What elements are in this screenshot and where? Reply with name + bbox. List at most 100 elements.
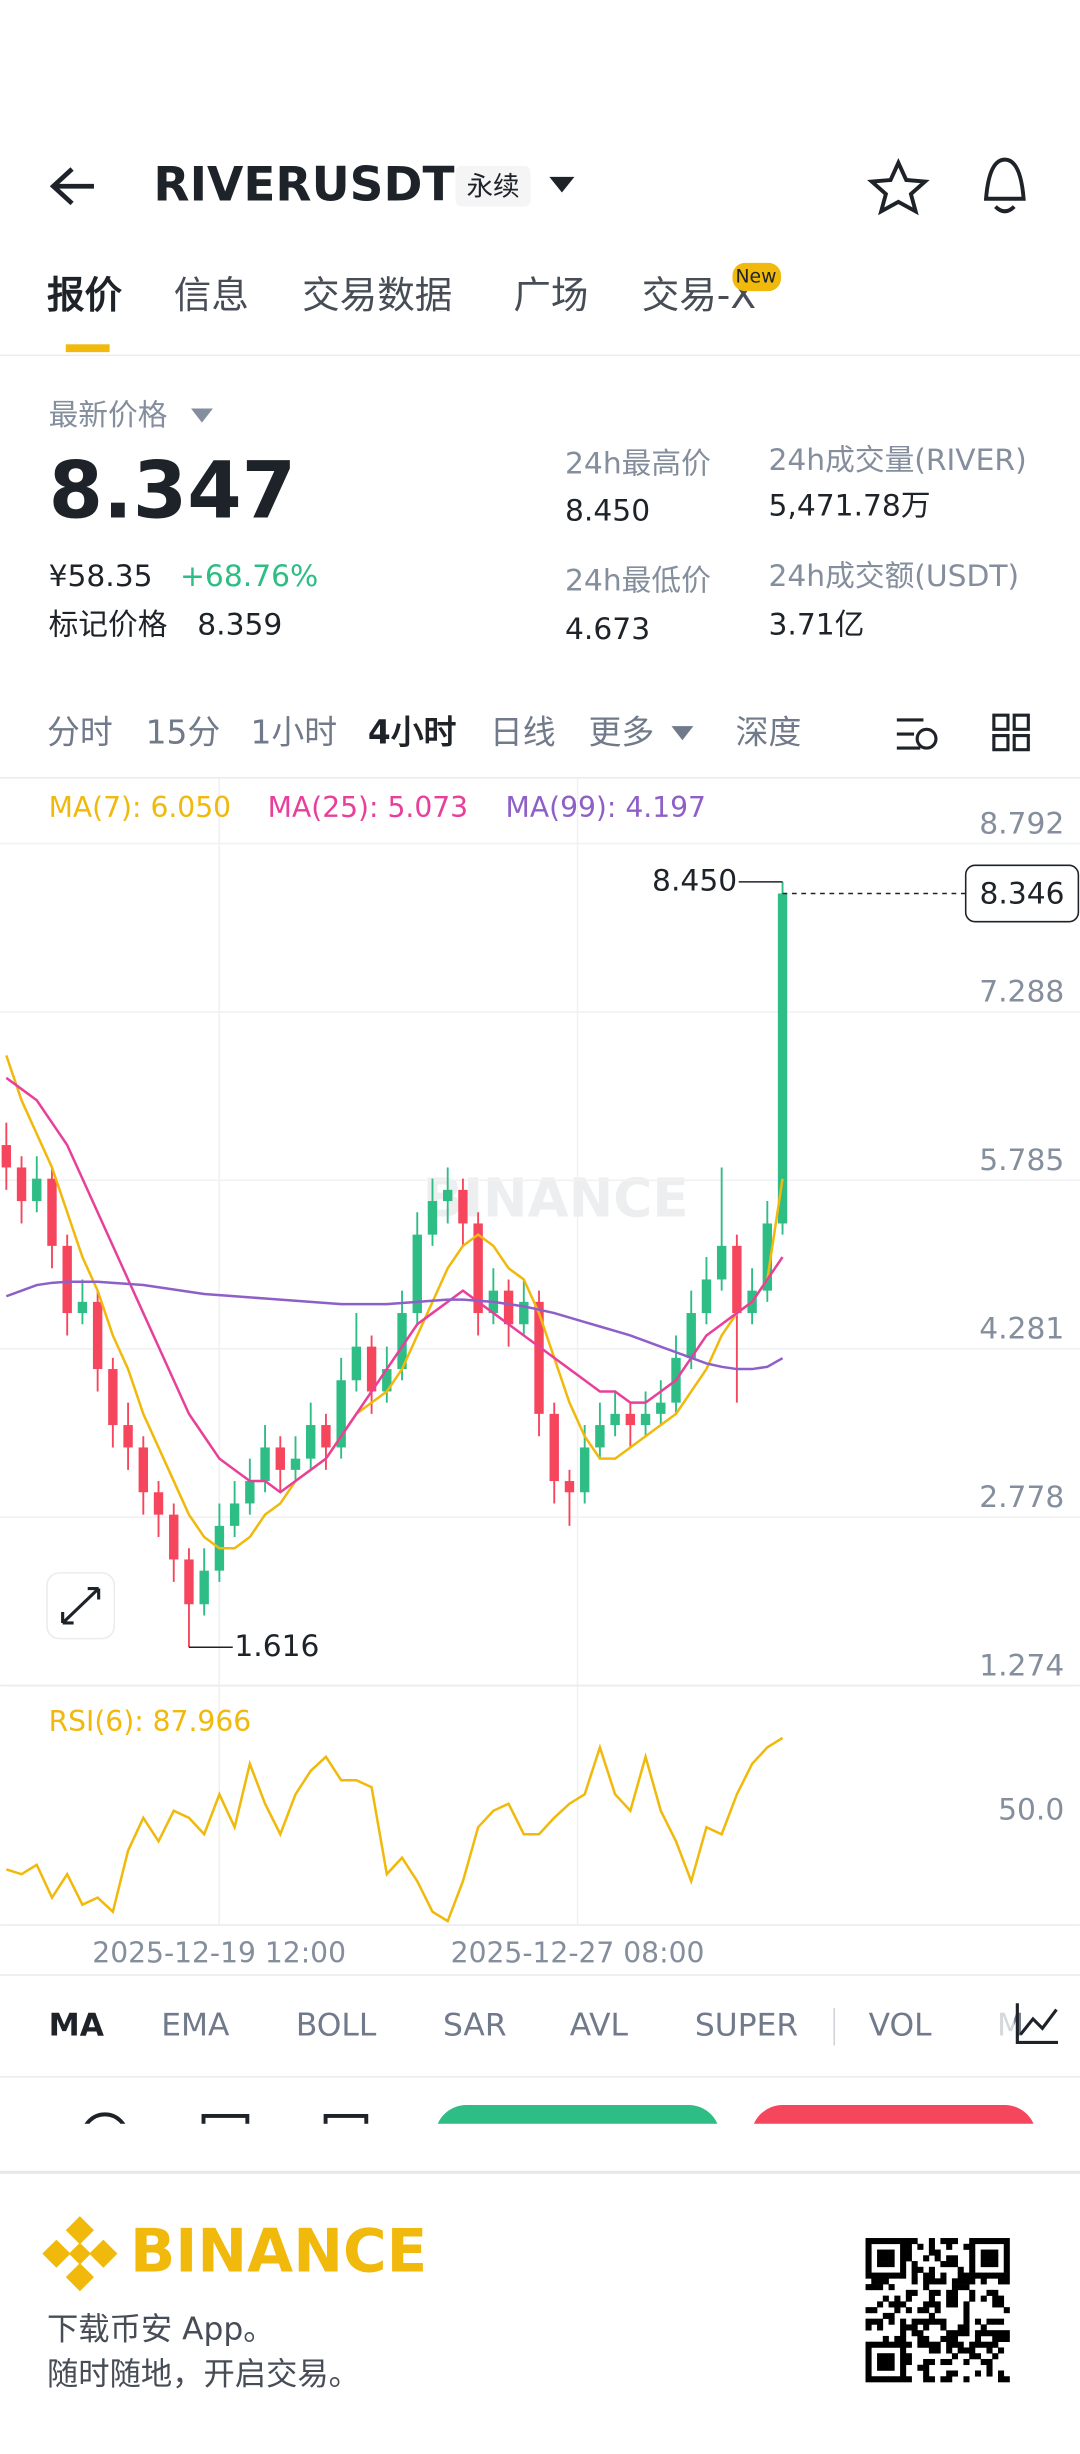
- qr-cell: [969, 2255, 976, 2262]
- qr-cell: [882, 2278, 889, 2285]
- qr-cell: [900, 2301, 907, 2308]
- indicator-tab[interactable]: VOL: [869, 2008, 932, 2044]
- qr-cell: [911, 2272, 918, 2279]
- qr-cell: [900, 2249, 907, 2256]
- qr-cell: [882, 2238, 889, 2245]
- qr-cell: [963, 2324, 970, 2331]
- qr-cell: [905, 2376, 912, 2383]
- candle-body: [625, 1413, 636, 1426]
- ma-legend: MA(25): 5.073: [268, 791, 468, 824]
- candle-body: [443, 1189, 453, 1202]
- indicator-tab[interactable]: BOLL: [296, 2008, 377, 2044]
- new-badge-bg: [732, 262, 782, 292]
- qr-cell: [882, 2261, 889, 2268]
- qr-cell: [974, 2341, 982, 2348]
- candle-body: [199, 1570, 209, 1605]
- interval[interactable]: 1小时: [250, 713, 337, 752]
- qr-cell: [986, 2318, 993, 2325]
- qr-cell: [1003, 2330, 1010, 2337]
- favorite[interactable]: [867, 158, 930, 216]
- qr-cell: [974, 2272, 982, 2279]
- qr-cell: [900, 2243, 907, 2250]
- qr-cell: [865, 2266, 872, 2273]
- qr-cell: [928, 2278, 935, 2285]
- qr-cell: [940, 2335, 947, 2343]
- alert[interactable]: [983, 157, 1026, 214]
- interval[interactable]: 更多: [589, 713, 655, 752]
- candle-body: [503, 1290, 514, 1325]
- indicator-tab[interactable]: AVL: [570, 2008, 629, 2044]
- qr-cell: [946, 2243, 953, 2250]
- qr-cell: [923, 2335, 930, 2343]
- qr-cell: [980, 2324, 987, 2331]
- candle-body: [716, 1245, 727, 1280]
- qr-cell: [951, 2301, 958, 2308]
- tab[interactable]: 报价: [47, 273, 123, 317]
- qr-cell: [992, 2272, 999, 2279]
- interval[interactable]: 15分: [146, 713, 221, 752]
- qr-cell: [969, 2353, 976, 2360]
- indicator-settings[interactable]: [1015, 2003, 1059, 2044]
- qr-cell: [986, 2289, 993, 2296]
- candle-body: [549, 1413, 559, 1482]
- qr-cell: [900, 2364, 907, 2371]
- qr-cell: [900, 2272, 907, 2279]
- candle-body: [153, 1492, 164, 1515]
- qr-cell: [934, 2255, 941, 2262]
- interval[interactable]: 分时: [47, 713, 113, 752]
- qr-cell: [900, 2261, 907, 2268]
- qr-cell: [928, 2249, 935, 2256]
- qr-cell: [992, 2318, 999, 2325]
- indicator-tab[interactable]: SAR: [443, 2008, 507, 2044]
- qr-cell: [928, 2341, 935, 2348]
- candle-body: [351, 1346, 362, 1381]
- back-button[interactable]: [49, 167, 94, 206]
- candle-body: [686, 1313, 696, 1358]
- qr-cell: [997, 2238, 1005, 2245]
- indicator-tab[interactable]: MA: [49, 2008, 105, 2044]
- qr-cell: [882, 2295, 889, 2302]
- x-tick-label: 2025-12-27 08:00: [451, 1937, 705, 1970]
- qr-cell: [951, 2353, 958, 2360]
- qr-cell: [871, 2278, 878, 2285]
- expand-icon: [61, 1586, 101, 1625]
- tab[interactable]: 信息: [174, 273, 249, 317]
- interval[interactable]: 深度: [736, 713, 802, 752]
- indicator-tab[interactable]: SUPER: [695, 2008, 798, 2044]
- qr-cell: [969, 2295, 976, 2302]
- caret: [190, 408, 213, 423]
- tab[interactable]: 广场: [513, 273, 588, 317]
- candle-body: [184, 1559, 194, 1605]
- qr-cell: [940, 2324, 947, 2331]
- tab[interactable]: 交易数据: [302, 273, 452, 317]
- qr-cell: [911, 2289, 918, 2296]
- qr-cell: [974, 2330, 982, 2337]
- layout-icon[interactable]: [992, 713, 1030, 752]
- qr-cell: [980, 2295, 987, 2302]
- candle-body: [138, 1447, 148, 1493]
- new-badge: New: [736, 267, 777, 288]
- qr-cell: [969, 2347, 976, 2354]
- qr-cell: [986, 2364, 993, 2371]
- settings-icon[interactable]: [896, 718, 924, 750]
- qr-cell: [986, 2358, 993, 2366]
- qr-cell: [923, 2318, 930, 2325]
- candle-body: [108, 1369, 118, 1426]
- qr-cell: [877, 2341, 884, 2348]
- qr-cell: [980, 2330, 987, 2337]
- qr-cell: [1003, 2243, 1010, 2250]
- interval[interactable]: 4小时: [368, 713, 457, 752]
- interval[interactable]: 日线: [490, 713, 556, 752]
- candle-body: [397, 1313, 407, 1370]
- dropdown[interactable]: [549, 176, 575, 193]
- qr-cell: [997, 2295, 1005, 2302]
- qr-cell: [911, 2238, 918, 2245]
- indicator-tab[interactable]: EMA: [161, 2008, 230, 2044]
- qr-cell: [1003, 2278, 1010, 2285]
- qr-cell: [871, 2341, 878, 2348]
- qr-cell: [894, 2301, 901, 2308]
- qr-cell: [951, 2335, 958, 2343]
- footer-bg: [0, 2123, 1080, 2454]
- qr-cell: [997, 2370, 1005, 2377]
